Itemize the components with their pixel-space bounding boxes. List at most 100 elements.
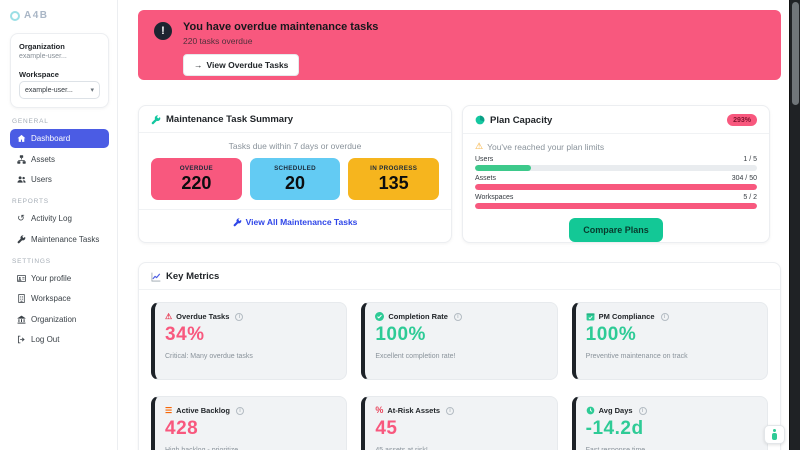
overdue-alert-banner: ! You have overdue maintenance tasks 220… [138,10,781,80]
metric-active-backlog: ☰ Active Backlog i 428 High backlog - pr… [151,396,348,450]
metric-subtitle: High backlog - prioritize [165,447,336,450]
arrow-right-icon: → [194,60,203,70]
sidebar-item-users[interactable]: Users [10,170,109,189]
warning-triangle-icon: ⚠ [475,141,484,151]
sidebar-item-activity-log[interactable]: ↺ Activity Log [10,209,109,228]
metric-completion-rate: Completion Rate i 100% Excellent complet… [361,302,558,380]
sidebar-item-label: Assets [31,154,56,164]
home-icon [16,134,26,144]
sidebar-item-log-out[interactable]: Log Out [10,330,109,349]
sidebar-item-label: Users [31,175,52,184]
history-icon: ↺ [17,213,25,223]
metric-at-risk-assets: % At-Risk Assets i 45 45 assets at risk! [361,396,558,450]
view-all-maintenance-tasks-link[interactable]: View All Maintenance Tasks [139,209,451,234]
info-icon[interactable]: i [446,406,455,415]
key-metrics-title: Key Metrics [166,271,220,282]
sidebar-item-your-profile[interactable]: Your profile [10,269,109,288]
pie-chart-icon [475,115,485,125]
scheduled-stat-box: SCHEDULED 20 [249,158,341,200]
key-metrics-card: Key Metrics ⚠ Overdue Tasks i 34% Critic… [138,262,781,450]
warning-triangle-icon: ⚠ [165,311,173,321]
section-general: GENERAL [12,118,49,125]
alert-subtitle: 220 tasks overdue [183,36,253,46]
logo-text: A4B [24,10,49,21]
metric-avg-days: Avg Days i -14.2d Fast response time [571,396,768,450]
sidebar-item-label: Maintenance Tasks [31,234,100,244]
task-summary-title: Maintenance Task Summary [166,114,294,125]
info-icon[interactable]: i [453,312,462,321]
compare-plans-button[interactable]: Compare Plans [569,218,663,242]
section-settings: SETTINGS [12,257,51,265]
info-icon[interactable]: i [235,312,244,321]
key-metrics-header: Key Metrics [139,263,780,290]
task-summary-subtitle: Tasks due within 7 days or overdue [228,141,362,151]
workspace-label: Workspace [19,70,59,79]
info-icon[interactable]: i [660,312,669,321]
wrench-icon [151,114,161,125]
plan-limit-warning: ⚠ You've reached your plan limits [475,141,605,152]
sidebar-item-maintenance-tasks[interactable]: Maintenance Tasks [10,230,109,249]
metric-value: 45 [375,418,398,439]
sidebar-item-workspace[interactable]: Workspace [10,289,109,308]
organization-label: Organization [19,42,65,51]
overdue-stat-box: OVERDUE 220 [151,158,242,200]
metric-value: 34% [165,324,205,345]
metric-value: -14.2d [585,418,644,439]
sitemap-icon [16,154,26,164]
person-icon [771,429,778,440]
scrollbar-thumb[interactable] [792,2,799,105]
sidebar-item-label: Activity Log [31,214,72,223]
calendar-check-icon [586,312,595,321]
sidebar-item-organization[interactable]: Organization [10,310,109,329]
logo-ring-icon [10,10,20,21]
line-chart-icon [151,272,161,282]
plan-capacity-header: Plan Capacity 293% [463,106,769,134]
sidebar-item-dashboard[interactable]: Dashboard [10,129,109,148]
accessibility-widget-button[interactable] [764,425,785,444]
organization-value: example-user... [19,53,67,60]
sidebar-item-assets[interactable]: Assets [10,150,109,169]
chevron-down-icon: ▾ [90,87,94,94]
section-reports: REPORTS [12,198,49,205]
info-icon[interactable]: i [638,406,647,415]
sidebar: A4B Organization example-user... Workspa… [0,0,118,450]
scrollbar-track[interactable] [789,0,800,450]
users-progress-bar [475,165,757,171]
workspaces-progress-bar [475,203,757,209]
metric-subtitle: Excellent completion rate! [375,353,456,360]
percent-icon: % [375,405,384,415]
sidebar-item-label: Workspace [31,294,71,303]
metric-value: 100% [375,324,426,345]
users-icon [16,175,26,185]
metric-value: 428 [165,418,199,439]
bank-icon [16,314,26,324]
check-circle-icon [375,312,385,321]
sidebar-item-label: Organization [31,314,77,324]
wrench-icon [16,234,26,244]
task-summary-header: Maintenance Task Summary [139,106,451,133]
info-icon[interactable]: i [235,406,244,415]
sidebar-item-label: Dashboard [31,134,71,143]
maintenance-task-summary-card: Maintenance Task Summary Tasks due withi… [138,105,452,243]
sidebar-item-label: Log Out [31,335,60,344]
workspace-select[interactable]: example-user... ▾ [19,81,100,99]
exclamation-circle-icon: ! [154,22,172,40]
wrench-icon [233,217,241,226]
users-limit-row: Users 1 / 5 [475,156,757,163]
app-logo: A4B [10,10,109,21]
metric-subtitle: Fast response time [586,447,757,450]
building-icon [16,294,26,304]
assets-limit-row: Assets 304 / 50 [475,175,757,182]
capacity-badge: 293% [727,114,757,126]
metric-subtitle: 45 assets at risk! [375,447,546,450]
metric-overdue-tasks: ⚠ Overdue Tasks i 34% Critical: Many ove… [151,302,348,380]
metric-value: 100% [585,324,637,345]
id-card-icon [16,273,26,283]
main-content: ! You have overdue maintenance tasks 220… [118,0,800,450]
clock-icon [586,406,595,415]
assets-progress-bar [475,184,757,190]
metric-subtitle: Preventive maintenance on track [585,353,688,360]
view-overdue-tasks-button[interactable]: → View Overdue Tasks [183,54,300,76]
in-progress-stat-box: IN PROGRESS 135 [348,158,440,200]
workspace-select-value: example-user... [25,86,73,94]
